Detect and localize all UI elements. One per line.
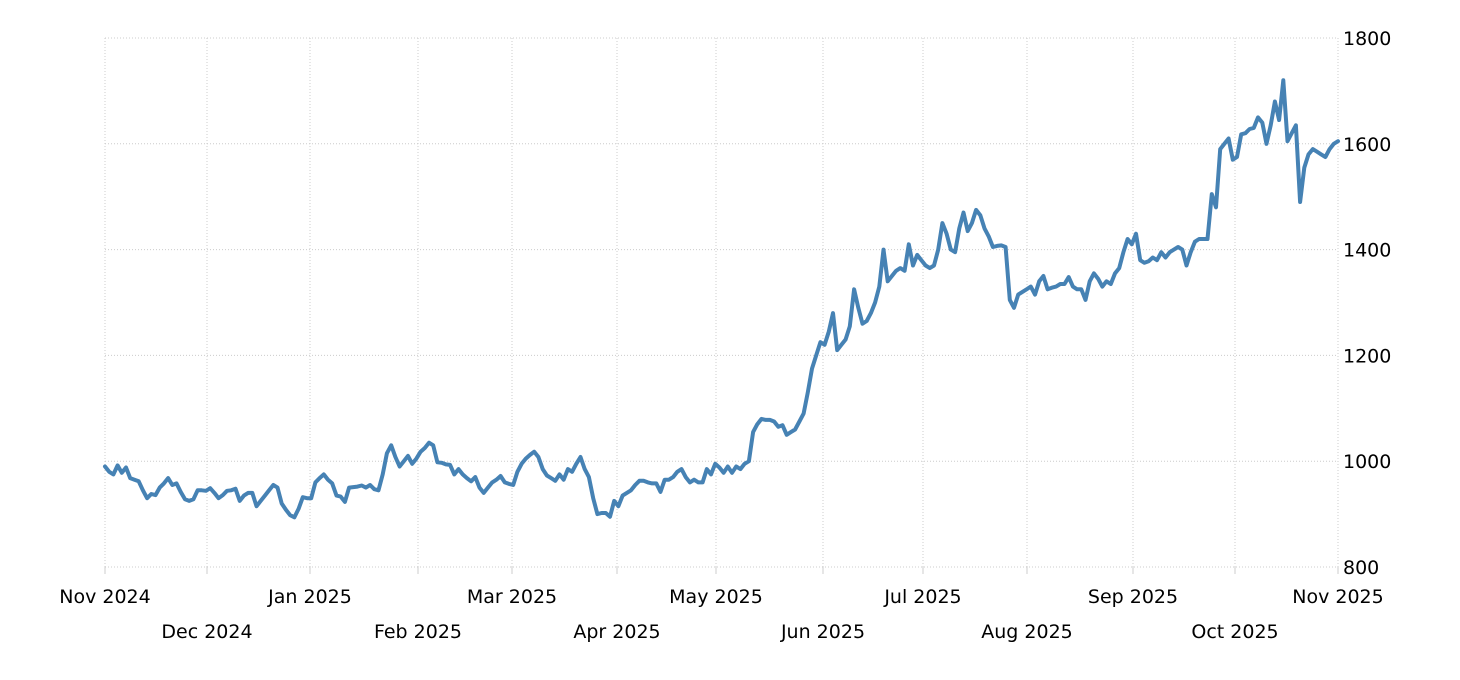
x-tick-label: Nov 2025 — [1292, 586, 1383, 608]
y-tick-label: 1400 — [1343, 240, 1391, 262]
x-tick-label: Jun 2025 — [780, 621, 865, 643]
x-tick-label: Oct 2025 — [1191, 621, 1278, 643]
x-tick-label: Jul 2025 — [883, 586, 961, 608]
y-tick-label: 1600 — [1343, 134, 1391, 156]
x-tick-label: Apr 2025 — [573, 621, 660, 643]
x-axis: Nov 2024 Jan 2025 Mar 2025 May 2025 Jul 2025… — [59, 567, 1384, 643]
y-tick-label: 1200 — [1343, 345, 1391, 367]
y-tick-label: 1000 — [1343, 451, 1391, 473]
y-tick-label: 1800 — [1343, 28, 1391, 50]
data-line — [103, 78, 1340, 520]
x-tick-label: Dec 2024 — [161, 621, 252, 643]
x-tick-label: Feb 2025 — [374, 621, 462, 643]
x-tick-label: May 2025 — [669, 586, 763, 608]
x-tick-label: Mar 2025 — [467, 586, 557, 608]
x-tick-label: Nov 2024 — [59, 586, 150, 608]
x-tick-label: Aug 2025 — [981, 621, 1073, 643]
y-axis: 800 1000 1200 1400 1600 1800 — [1343, 28, 1391, 579]
x-tick-label: Sep 2025 — [1088, 586, 1178, 608]
y-tick-label: 800 — [1343, 557, 1379, 579]
x-tick-label: Jan 2025 — [267, 586, 352, 608]
gridlines — [104, 37, 1339, 568]
